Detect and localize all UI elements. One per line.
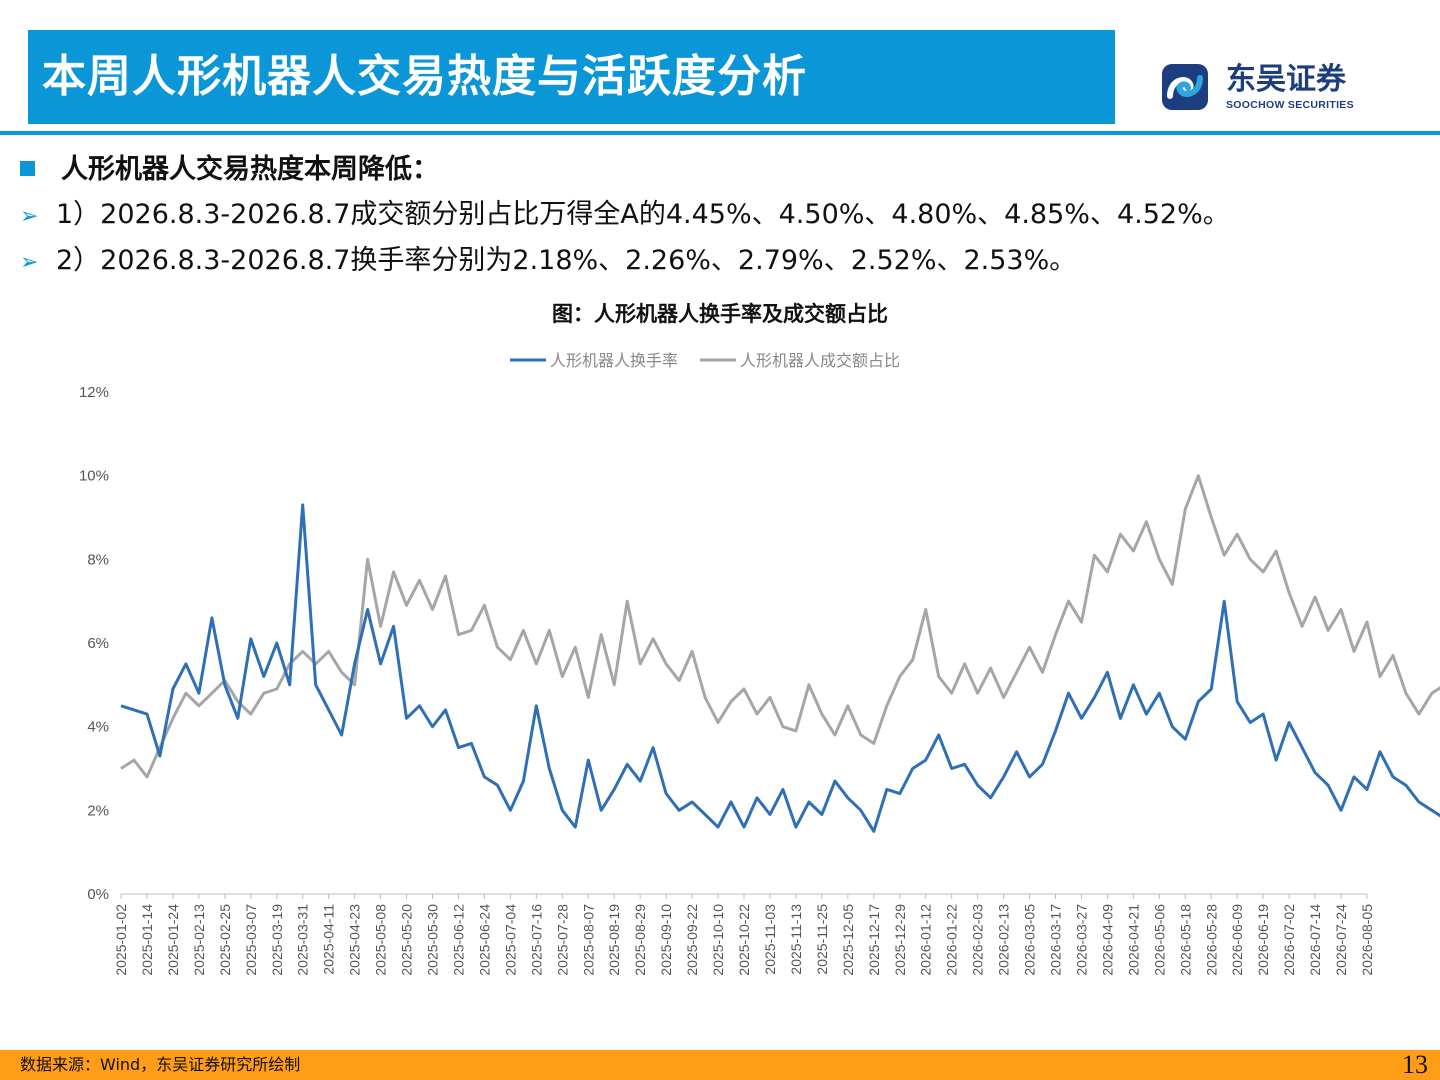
x-tick-label: 2026-07-02: [1281, 904, 1297, 976]
x-tick-label: 2025-08-07: [580, 904, 596, 976]
x-tick-label: 2025-04-11: [321, 904, 337, 975]
x-tick-label: 2026-05-06: [1151, 904, 1167, 976]
x-tick-label: 2025-08-19: [606, 904, 622, 976]
x-tick-label: 2025-12-05: [840, 904, 856, 976]
x-tick-label: 2025-07-28: [554, 904, 570, 976]
x-tick-label: 2025-05-20: [399, 904, 415, 976]
page-number: 13: [1402, 1050, 1428, 1079]
x-tick-label: 2025-05-08: [373, 904, 389, 976]
section-heading-text: 人形机器人交易热度本周降低：: [61, 154, 439, 185]
arrow-bullet-icon: ➢: [20, 250, 39, 275]
x-tick-label: 2025-08-29: [632, 904, 648, 976]
x-tick-label: 2026-02-13: [996, 904, 1012, 976]
x-tick-label: 2026-07-24: [1333, 904, 1349, 976]
bullet-item: ➢ 2）2026.8.3-2026.8.7换手率分别为2.18%、2.26%、2.…: [20, 241, 1076, 281]
x-tick-label: 2026-06-09: [1229, 904, 1245, 976]
x-tick-label: 2026-08-05: [1359, 904, 1375, 976]
data-source: 数据来源：Wind，东吴证券研究所绘制: [20, 1055, 301, 1074]
x-tick-label: 2025-11-25: [814, 904, 830, 975]
x-tick-label: 2025-09-10: [658, 904, 674, 976]
x-tick-label: 2025-06-12: [450, 904, 466, 976]
header-rule: [0, 131, 1440, 135]
footer-bar: 数据来源：Wind，东吴证券研究所绘制 13: [0, 1050, 1440, 1080]
x-tick-label: 2025-11-03: [762, 904, 778, 975]
x-tick-label: 2025-03-31: [295, 904, 311, 976]
x-tick-label: 2026-02-03: [970, 904, 986, 976]
arrow-bullet-icon: ➢: [20, 204, 39, 229]
section-heading: 人形机器人交易热度本周降低：: [20, 150, 439, 190]
soochow-logo-mark-icon: [1162, 64, 1208, 110]
legend-label: 人形机器人换手率: [550, 351, 678, 370]
x-tick-label: 2025-09-22: [684, 904, 700, 976]
x-tick-label: 2025-06-24: [476, 904, 492, 976]
legend-label: 人形机器人成交额占比: [740, 351, 900, 370]
x-tick-label: 2025-03-07: [243, 904, 259, 976]
page-title: 本周人形机器人交易热度与活跃度分析: [42, 51, 807, 102]
x-tick-label: 2026-05-28: [1203, 904, 1219, 976]
square-bullet-icon: [20, 161, 35, 176]
x-tick-label: 2025-10-10: [710, 904, 726, 976]
logo-cn-text: 东吴证券: [1226, 62, 1346, 97]
x-tick-label: 2025-01-14: [139, 904, 155, 976]
y-tick-label: 8%: [87, 551, 109, 568]
x-tick-label: 2025-01-24: [165, 904, 181, 976]
turnover-share-line: [120, 474, 1440, 779]
y-tick-label: 0%: [87, 886, 109, 903]
x-tick-label: 2026-01-22: [944, 904, 960, 976]
x-tick-label: 2026-03-17: [1048, 904, 1064, 976]
figure-title: 图：人形机器人换手率及成交额占比: [552, 302, 888, 326]
title-bar: 本周人形机器人交易热度与活跃度分析: [28, 30, 1115, 124]
turnover-rate-line: [120, 503, 1440, 833]
x-tick-label: 2025-07-04: [502, 904, 518, 976]
x-tick-label: 2025-05-30: [425, 904, 441, 976]
x-tick-label: 2026-06-19: [1255, 904, 1271, 976]
x-tick-label: 2025-10-22: [736, 904, 752, 976]
y-tick-label: 6%: [87, 635, 109, 652]
x-tick-label: 2025-12-17: [866, 904, 882, 976]
x-tick-label: 2026-01-12: [918, 904, 934, 976]
x-tick-label: 2025-02-13: [191, 904, 207, 976]
line-chart: 人形机器人换手率 人形机器人成交额占比 0% 2% 4% 6% 8% 10% 12% 2025-0…: [79, 351, 1440, 976]
y-tick-label: 2%: [87, 802, 109, 819]
x-tick-label: 2026-03-05: [1022, 904, 1038, 976]
x-tick-label: 2025-01-02: [113, 904, 129, 976]
x-tick-label: 2026-07-14: [1307, 904, 1323, 976]
logo-en-text: SOOCHOW SECURITIES: [1226, 99, 1354, 111]
y-tick-label: 12%: [79, 384, 109, 401]
x-tick-label: 2025-12-29: [892, 904, 908, 976]
soochow-logo: 东吴证券 SOOCHOW SECURITIES: [1160, 62, 1400, 114]
x-tick-label: 2026-04-09: [1099, 904, 1115, 976]
bullet-text: 2）2026.8.3-2026.8.7换手率分别为2.18%、2.26%、2.7…: [56, 245, 1077, 276]
x-tick-label: 2025-02-25: [217, 904, 233, 976]
y-tick-label: 4%: [87, 719, 109, 736]
x-tick-label: 2025-07-16: [528, 904, 544, 976]
x-tick-label: 2026-04-21: [1125, 904, 1141, 976]
x-tick-label: 2025-04-23: [347, 904, 363, 976]
x-tick-label: 2025-03-19: [269, 904, 285, 976]
bullet-item: ➢ 1）2026.8.3-2026.8.7成交额分别占比万得全A的4.45%、4.…: [20, 195, 1230, 235]
bullet-text: 1）2026.8.3-2026.8.7成交额分别占比万得全A的4.45%、4.5…: [56, 199, 1230, 230]
x-tick-label: 2026-05-18: [1177, 904, 1193, 976]
y-tick-label: 10%: [79, 468, 109, 485]
x-tick-label: 2026-03-27: [1073, 904, 1089, 976]
x-tick-label: 2025-11-13: [788, 904, 804, 975]
